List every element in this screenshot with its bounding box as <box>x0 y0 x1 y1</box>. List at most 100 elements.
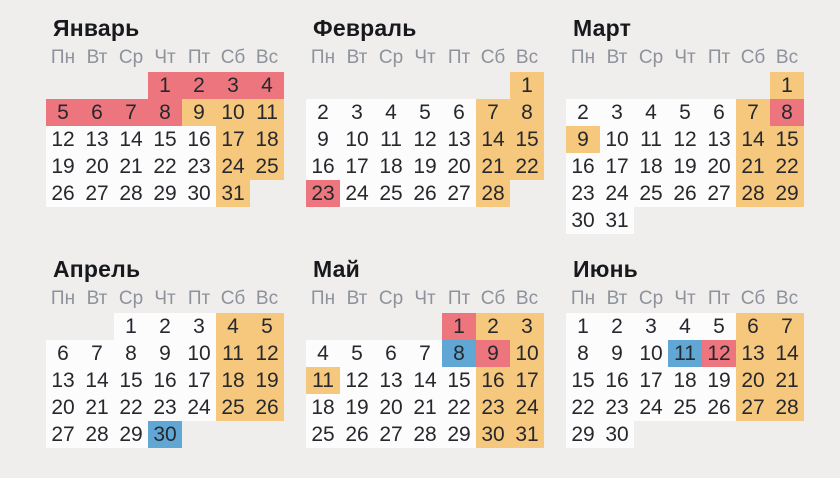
day-cell: 15 <box>148 126 182 153</box>
day-cell: 17 <box>182 367 216 394</box>
day-cell: 13 <box>442 126 476 153</box>
weekday-label: Сб <box>480 47 506 68</box>
week-row: 25 26 27 28 29 30 31 <box>306 421 544 448</box>
day-cell: 21 <box>476 153 510 180</box>
weekday-label: Сб <box>740 47 766 68</box>
day-cell: 21 <box>736 153 770 180</box>
day-cell: 7 <box>80 340 114 367</box>
day-cell: 26 <box>408 180 442 207</box>
empty-cell <box>114 72 148 99</box>
day-cell: 25 <box>306 421 340 448</box>
day-cell: 9 <box>476 340 510 367</box>
weekday-label: Вс <box>255 288 279 309</box>
day-cell: 4 <box>634 99 668 126</box>
weekday-label: Вт <box>346 288 368 309</box>
day-cell: 11 <box>306 367 340 394</box>
day-cell: 1 <box>114 313 148 340</box>
weekday-header-row: Пн Вт Ср Чт Пт Сб Вс <box>46 47 284 68</box>
day-cell: 13 <box>702 126 736 153</box>
empty-cell <box>634 207 668 234</box>
day-cell: 14 <box>80 367 114 394</box>
weekday-label: Вт <box>346 47 368 68</box>
day-cell: 8 <box>442 340 476 367</box>
day-cell: 18 <box>374 153 408 180</box>
day-cell: 6 <box>442 99 476 126</box>
empty-cell <box>306 313 340 340</box>
empty-cell <box>736 207 770 234</box>
day-cell: 28 <box>408 421 442 448</box>
day-cell: 26 <box>702 394 736 421</box>
day-cell: 24 <box>600 180 634 207</box>
day-cell: 10 <box>634 340 668 367</box>
day-cell: 14 <box>114 126 148 153</box>
day-cell: 11 <box>668 340 702 367</box>
weekday-label: Вт <box>86 288 108 309</box>
day-cell: 6 <box>736 313 770 340</box>
day-cell: 17 <box>634 367 668 394</box>
empty-cell <box>374 313 408 340</box>
day-cell: 1 <box>770 72 804 99</box>
weekday-label: Ср <box>118 288 144 309</box>
week-row: 15 16 17 18 19 20 21 <box>566 367 804 394</box>
weekday-label: Вт <box>606 288 628 309</box>
empty-cell <box>668 421 702 448</box>
day-cell: 25 <box>668 394 702 421</box>
weekday-label: Чт <box>154 47 176 68</box>
day-cell: 19 <box>408 153 442 180</box>
day-cell: 19 <box>668 153 702 180</box>
day-cell: 25 <box>250 153 284 180</box>
day-cell: 9 <box>566 126 600 153</box>
week-row: 16 17 18 19 20 21 22 <box>566 153 804 180</box>
day-cell: 10 <box>510 340 544 367</box>
day-cell: 18 <box>634 153 668 180</box>
day-cell: 6 <box>702 99 736 126</box>
empty-cell <box>702 421 736 448</box>
day-cell: 8 <box>510 99 544 126</box>
day-cell: 31 <box>600 207 634 234</box>
day-cell: 13 <box>46 367 80 394</box>
day-cell: 23 <box>600 394 634 421</box>
day-cell: 24 <box>340 180 374 207</box>
empty-cell <box>182 421 216 448</box>
weekday-label: Вт <box>86 47 108 68</box>
week-row: 1 <box>566 72 804 99</box>
week-row: 8 9 10 11 12 13 14 <box>566 340 804 367</box>
day-cell: 12 <box>408 126 442 153</box>
weekday-label: Чт <box>674 47 696 68</box>
day-cell: 9 <box>600 340 634 367</box>
day-cell: 30 <box>600 421 634 448</box>
week-row: 30 31 <box>566 207 804 234</box>
day-cell: 27 <box>702 180 736 207</box>
weekday-label: Пт <box>187 288 211 309</box>
empty-cell <box>408 313 442 340</box>
empty-cell <box>306 72 340 99</box>
day-cell: 8 <box>770 99 804 126</box>
day-cell: 17 <box>600 153 634 180</box>
day-cell: 7 <box>770 313 804 340</box>
week-row: 5 6 7 8 9 10 11 <box>46 99 284 126</box>
weekday-label: Пн <box>50 288 76 309</box>
day-cell: 22 <box>770 153 804 180</box>
day-cell: 13 <box>374 367 408 394</box>
day-cell: 6 <box>80 99 114 126</box>
weekday-header-row: Пн Вт Ср Чт Пт Сб Вс <box>306 47 544 68</box>
weekday-label: Чт <box>414 47 436 68</box>
week-row: 22 23 24 25 26 27 28 <box>566 394 804 421</box>
empty-cell <box>46 72 80 99</box>
day-cell: 10 <box>340 126 374 153</box>
empty-cell <box>80 72 114 99</box>
week-row: 20 21 22 23 24 25 26 <box>46 394 284 421</box>
empty-cell <box>634 421 668 448</box>
weekday-header-row: Пн Вт Ср Чт Пт Сб Вс <box>46 288 284 309</box>
weekday-label: Вс <box>775 288 799 309</box>
day-cell: 3 <box>340 99 374 126</box>
day-cell: 29 <box>566 421 600 448</box>
empty-cell <box>250 421 284 448</box>
day-cell: 1 <box>510 72 544 99</box>
day-cell: 30 <box>476 421 510 448</box>
day-cell: 9 <box>148 340 182 367</box>
